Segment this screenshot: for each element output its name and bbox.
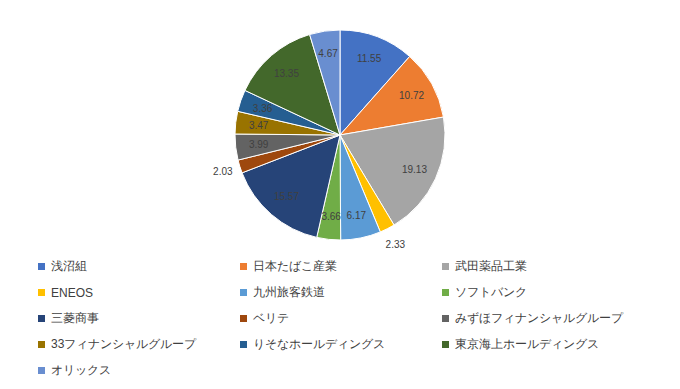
html-text:ENEOS: ENEOS	[51, 285, 93, 300]
html-text:33フィナンシャルグループ: 33フィナンシャルグループ	[51, 337, 197, 351]
html-text:ベリテ: ベリテ	[253, 311, 289, 325]
svg-text:6.17: 6.17	[347, 210, 367, 221]
svg-text:2.03: 2.03	[213, 166, 233, 177]
html-text:三菱商事: 三菱商事	[51, 311, 99, 325]
svg-text:10.72: 10.72	[399, 90, 424, 101]
html-text:オリックス: オリックス	[51, 363, 111, 377]
svg-text:3.66: 3.66	[321, 211, 341, 222]
html-text:浅沼組: 浅沼組	[51, 259, 87, 273]
html-text:九州旅客鉄道: 九州旅客鉄道	[253, 285, 325, 299]
html-text:みずほフィナンシャルグループ: みずほフィナンシャルグループ	[455, 311, 623, 325]
html-text:ソフトバンク: ソフトバンク	[455, 285, 527, 299]
svg-text:3.47: 3.47	[249, 120, 269, 131]
svg-text:15.57: 15.57	[274, 191, 299, 202]
svg-text:11.55: 11.55	[357, 53, 382, 64]
svg-text:4.67: 4.67	[318, 48, 338, 59]
html-text:日本たばこ産業: 日本たばこ産業	[253, 259, 337, 273]
svg-text:3.36: 3.36	[253, 103, 273, 114]
svg-text:3.99: 3.99	[249, 139, 269, 150]
html-text:武田薬品工業: 武田薬品工業	[455, 259, 527, 273]
svg-text:13.35: 13.35	[274, 68, 299, 79]
svg-text:2.33: 2.33	[386, 239, 406, 250]
html-text:りそなホールディングス: りそなホールディングス	[253, 337, 385, 351]
html-text:東京海上ホールディングス: 東京海上ホールディングス	[455, 337, 599, 351]
svg-text:19.13: 19.13	[402, 164, 427, 175]
